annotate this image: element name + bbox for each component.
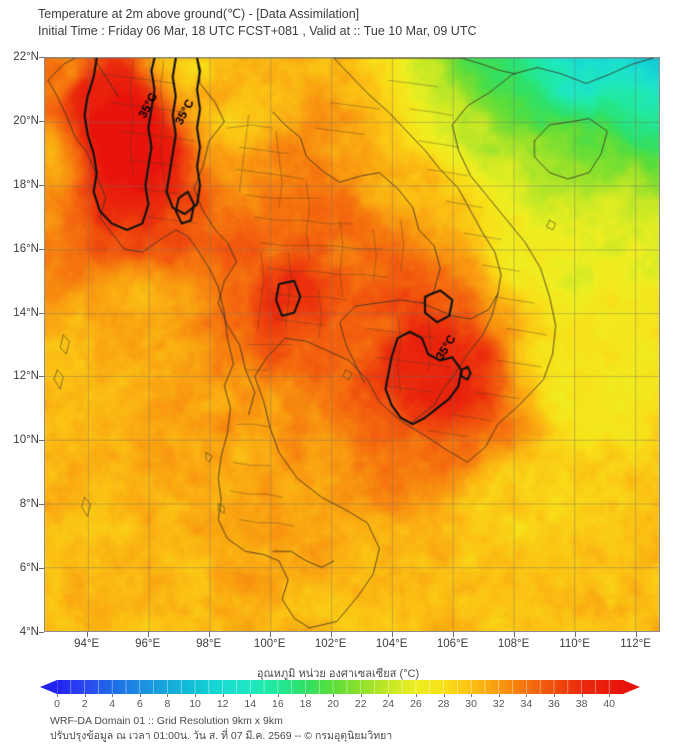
colorbar-tick-label: 30: [465, 698, 477, 710]
longitude-tick-mark: [513, 632, 515, 637]
latitude-tick-mark: [39, 312, 44, 314]
colorbar-tick-mark: [222, 694, 224, 697]
colorbar-tick-label: 26: [410, 698, 422, 710]
colorbar-tick-label: 24: [382, 698, 395, 710]
latitude-tick-label: 8°N: [19, 498, 39, 511]
colorbar-tick-mark: [471, 694, 473, 697]
colorbar-tick-label: 0: [54, 698, 60, 710]
colorbar-tick-mark: [305, 694, 307, 697]
colorbar-swatch: [40, 678, 640, 700]
footer-block: WRF-DA Domain 01 :: Grid Resolution 9km …: [50, 714, 650, 744]
latitude-tick-mark: [39, 632, 44, 633]
chart-title-line-2: Initial Time : Friday 06 Mar, 18 UTC FCS…: [38, 24, 477, 38]
longitude-tick-mark: [391, 632, 393, 637]
colorbar-tick-label: 4: [109, 698, 116, 710]
colorbar-tick-mark: [360, 694, 362, 697]
footer-line-1: WRF-DA Domain 01 :: Grid Resolution 9km …: [50, 715, 283, 727]
map-plot-area[interactable]: [44, 57, 660, 632]
latitude-axis: 22°N 20°N 18°N 16°N 14°N 12°N 10°N 8°N 6°N 4°N: [0, 0, 39, 756]
colorbar-tick-mark: [609, 694, 611, 697]
longitude-tick-mark: [86, 632, 88, 637]
longitude-tick-mark: [330, 632, 332, 637]
longitude-tick-label: 104°E: [375, 638, 408, 650]
longitude-tick-label: 100°E: [253, 638, 286, 650]
latitude-tick-label: 18°N: [13, 178, 39, 191]
colorbar-tick-label: 32: [492, 698, 505, 710]
colorbar-tick-label: 28: [437, 698, 450, 710]
colorbar-tick-label: 2: [81, 698, 88, 710]
colorbar-tick-label: 16: [272, 698, 284, 710]
colorbar-tick-mark: [277, 694, 279, 697]
colorbar-tick-mark: [581, 694, 583, 697]
colorbar-tick-mark: [498, 694, 500, 697]
longitude-tick-label: 106°E: [436, 638, 469, 650]
longitude-tick-label: 94°E: [74, 638, 100, 650]
colorbar-tick-mark: [195, 694, 197, 697]
longitude-tick-mark: [452, 632, 454, 637]
latitude-tick-label: 20°N: [13, 114, 39, 127]
longitude-tick-label: 98°E: [196, 638, 222, 650]
colorbar-tick-label: 14: [244, 698, 257, 710]
colorbar-tick-mark: [167, 694, 169, 697]
colorbar-tick-label: 36: [548, 698, 560, 710]
colorbar-tick-mark: [443, 694, 445, 697]
colorbar-tick-label: 38: [575, 698, 588, 710]
latitude-tick-mark: [39, 440, 44, 442]
longitude-tick-mark: [269, 632, 271, 637]
colorbar-tick-label: 34: [520, 698, 533, 710]
colorbar-tick-label: 18: [299, 698, 312, 710]
chart-title-block: Temperature at 2m above ground(℃) - [Dat…: [38, 6, 658, 40]
colorbar-tick-mark: [112, 694, 114, 697]
latitude-tick-mark: [39, 568, 44, 570]
longitude-tick-mark: [574, 632, 576, 637]
colorbar-tick-label: 8: [164, 698, 171, 710]
latitude-tick-label: 12°N: [13, 370, 39, 383]
colorbar-tick-label: 22: [354, 698, 367, 710]
colorbar-tick-mark: [333, 694, 335, 697]
latitude-tick-mark: [39, 184, 44, 186]
colorbar-tick-mark: [250, 694, 252, 697]
colorbar-tick-mark: [388, 694, 390, 697]
colorbar-svg: [40, 680, 640, 694]
longitude-tick-mark: [635, 632, 637, 637]
footer-line-2: ปรับปรุงข้อมูล ณ เวลา 01:00น. วัน ส. ที่…: [50, 730, 393, 742]
colorbar-tick-label: 20: [327, 698, 339, 710]
latitude-tick-mark: [39, 504, 44, 506]
colorbar-tick-label: 6: [136, 698, 143, 710]
latitude-tick-label: 16°N: [13, 242, 39, 255]
latitude-tick-mark: [39, 57, 44, 58]
longitude-tick-label: 102°E: [314, 638, 347, 650]
longitude-tick-label: 96°E: [135, 638, 161, 650]
latitude-tick-label: 22°N: [13, 51, 39, 63]
colorbar-tick-label: 10: [189, 698, 201, 710]
longitude-tick-mark: [147, 632, 149, 637]
latitude-tick-label: 10°N: [13, 434, 39, 447]
longitude-tick-label: 112°E: [620, 638, 651, 650]
latitude-tick-label: 6°N: [19, 562, 39, 575]
colorbar-title: อุณหภูมิ หน่วย องศาเซลเซียส (°C): [256, 668, 420, 680]
colorbar-tick-mark: [139, 694, 141, 697]
colorbar-tick-label: 12: [216, 698, 229, 710]
longitude-tick-label: 110°E: [559, 638, 590, 650]
colorbar-tick-mark: [526, 694, 528, 697]
latitude-tick-label: 4°N: [19, 626, 39, 638]
longitude-tick-label: 108°E: [497, 638, 530, 650]
latitude-tick-mark: [39, 120, 44, 122]
chart-title-line-1: Temperature at 2m above ground(℃) - [Dat…: [38, 7, 360, 21]
longitude-tick-mark: [208, 632, 210, 637]
colorbar-tick-mark: [553, 694, 555, 697]
temperature-heatmap-canvas: [45, 58, 659, 631]
latitude-tick-mark: [39, 376, 44, 378]
colorbar-tick-mark: [415, 694, 417, 697]
latitude-tick-label: 14°N: [13, 306, 39, 319]
latitude-tick-mark: [39, 248, 44, 250]
colorbar-tick-mark: [57, 694, 58, 697]
colorbar-tick-label: 40: [603, 698, 616, 710]
colorbar-tick-mark: [84, 694, 86, 697]
